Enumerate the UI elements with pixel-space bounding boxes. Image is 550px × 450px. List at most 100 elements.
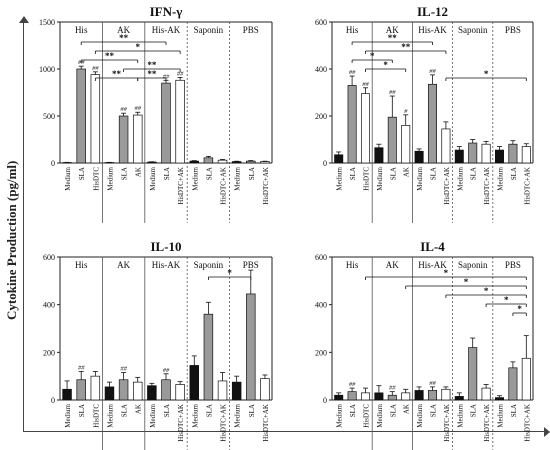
chart-title: IFN-γ — [150, 4, 183, 19]
significance-hash: ## — [134, 105, 141, 112]
bar — [360, 93, 371, 164]
chart-title: IL-12 — [417, 4, 448, 19]
significance-label: * — [484, 286, 489, 296]
chart-panel-1: IL-12 0 200 400 600 His AK His-AK Saponin PBS Medi… — [315, 4, 534, 223]
bar — [161, 82, 171, 164]
bar — [231, 381, 242, 401]
category-label: Medium — [376, 403, 384, 427]
significance-hash: ## — [429, 68, 436, 75]
group-label: His-AK — [418, 260, 447, 270]
category-label: SLA — [78, 167, 86, 180]
category-label: SLA — [205, 404, 213, 417]
significance-hash: ## — [362, 81, 369, 88]
bar — [334, 154, 344, 164]
group-label: Saponin — [458, 25, 488, 35]
category-label: SLA — [470, 404, 478, 417]
category-label: HisDTC+AK — [262, 404, 270, 442]
category-label: HisDTC+AK — [443, 167, 451, 205]
category-label: Medium — [149, 403, 157, 427]
category-label: SLA — [163, 167, 171, 180]
category-label: Medium — [64, 403, 72, 427]
bar — [508, 367, 518, 401]
bar — [189, 160, 199, 164]
bar — [347, 85, 357, 164]
bar — [387, 394, 397, 401]
bar — [203, 313, 214, 401]
frame-arrow-icon — [19, 16, 29, 23]
y-tick-label: 0 — [323, 159, 327, 168]
group-label: PBS — [243, 25, 259, 35]
category-label: Medium — [234, 403, 242, 427]
bar — [481, 143, 491, 164]
category-label: Medium — [64, 166, 72, 190]
bar — [90, 375, 101, 401]
group-label: AK — [386, 260, 399, 270]
significance-label: ** — [105, 51, 115, 61]
category-label: Medium — [106, 403, 114, 427]
category-label: HisDTC — [363, 404, 371, 428]
group-label: AK — [117, 25, 130, 35]
category-label: Medium — [497, 403, 505, 427]
category-label: SLA — [510, 167, 518, 180]
category-label: SLA — [163, 404, 171, 417]
category-label: Medium — [416, 166, 424, 190]
significance-hash: ## — [389, 89, 396, 96]
bar — [521, 146, 531, 164]
bar — [427, 390, 438, 401]
significance-label: * — [444, 268, 449, 278]
group-label: His-AK — [152, 25, 181, 35]
group-label: Saponin — [194, 25, 224, 35]
significance-hash: ## — [163, 73, 170, 80]
group-label: His — [346, 260, 359, 270]
category-label: AK — [403, 167, 411, 177]
category-label: HisDTC+AK — [523, 167, 531, 205]
category-label: Medium — [376, 166, 384, 190]
y-tick-label: 200 — [43, 348, 55, 357]
bar — [387, 116, 397, 164]
bar — [427, 83, 438, 164]
bar — [76, 68, 86, 164]
category-label: HisDTC+AK — [177, 404, 185, 442]
significance-hash: ## — [163, 367, 170, 374]
frame-vertical-axis — [23, 22, 24, 432]
chart-panel-0: IFN-γ 0 500 1000 1500 His AK His-AK Saponin PBS Me… — [39, 4, 273, 223]
category-label: HisDTC+AK — [220, 167, 228, 205]
bar — [118, 379, 129, 401]
category-label: Medium — [416, 403, 424, 427]
category-label: Medium — [497, 166, 505, 190]
significance-label: * — [383, 60, 388, 70]
bar — [347, 391, 357, 401]
category-label: AK — [403, 404, 411, 414]
chart-panel-2: IL-10 0 200 400 600 His AK His-AK Saponin PBS Medi… — [43, 239, 273, 450]
category-label: AK — [135, 404, 143, 414]
chart-title: IL-4 — [420, 239, 445, 254]
category-label: SLA — [121, 167, 129, 180]
bar — [441, 388, 451, 401]
y-tick-label: 600 — [315, 253, 327, 262]
group-label: His-AK — [418, 25, 447, 35]
y-tick-label: 0 — [51, 159, 55, 168]
category-label: HisDTC+AK — [523, 404, 531, 442]
y-tick-label: 500 — [43, 112, 55, 121]
category-label: SLA — [430, 167, 438, 180]
category-label: SLA — [510, 404, 518, 417]
bar — [454, 396, 464, 401]
group-label: His — [346, 25, 359, 35]
category-label: SLA — [205, 167, 213, 180]
category-label: Medium — [456, 403, 464, 427]
chart-panel-3: IL-4 0 200 400 600 His AK His-AK Saponin PBS Mediu… — [315, 239, 534, 450]
significance-label: ** — [112, 69, 122, 79]
significance-hash: ## — [349, 381, 356, 388]
significance-label: * — [517, 304, 522, 314]
significance-hash: # — [404, 108, 408, 115]
bar — [231, 161, 242, 164]
bar — [161, 379, 171, 401]
bar — [118, 115, 129, 164]
category-label: HisDTC+AK — [262, 167, 270, 205]
category-label: SLA — [78, 404, 86, 417]
bar — [494, 397, 505, 401]
bar — [454, 149, 464, 164]
significance-hash: ## — [389, 385, 396, 392]
y-tick-label: 600 — [43, 253, 55, 262]
group-label: His — [75, 260, 88, 270]
